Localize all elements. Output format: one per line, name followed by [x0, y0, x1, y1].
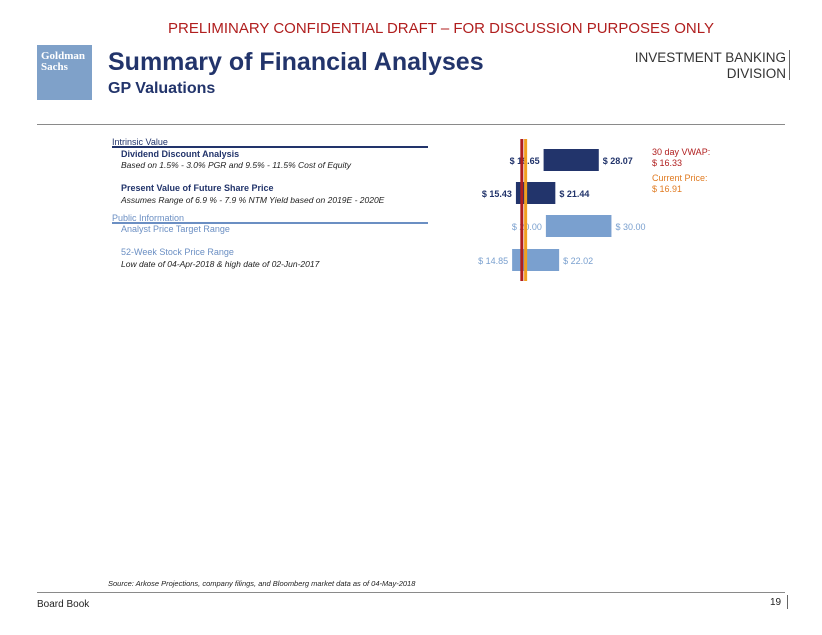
page-number-divider: [787, 595, 788, 609]
division-label: INVESTMENT BANKING DIVISION: [635, 50, 786, 82]
current-price-label: Current Price: $ 16.91: [652, 173, 708, 195]
footer-board-book: Board Book: [37, 599, 90, 610]
low-label-3: $ 14.85: [478, 256, 508, 266]
row-note-52wk: Low date of 04-Apr-2018 & high date of 0…: [121, 259, 320, 269]
high-label-1: $ 21.44: [559, 189, 589, 199]
row-title-52wk: 52-Week Stock Price Range: [121, 247, 234, 257]
section-rule-public: [112, 222, 428, 224]
football-field-chart: $ 19.65 $ 28.07$ 15.43 $ 21.44$ 20.00 $ 30.…: [478, 139, 645, 281]
current-price-label-line2: $ 16.91: [652, 184, 683, 194]
division-line2: DIVISION: [726, 66, 786, 81]
page-title: Summary of Financial Analyses: [108, 48, 484, 76]
page-number: 19: [770, 597, 782, 608]
row-title-pv: Present Value of Future Share Price: [121, 183, 274, 193]
logo-line1: Goldman: [41, 50, 86, 62]
vwap-label: 30 day VWAP: $ 16.33: [652, 147, 710, 169]
row-note-pv: Assumes Range of 6.9 % - 7.9 % NTM Yield…: [121, 195, 385, 205]
vwap-label-line2: $ 16.33: [652, 158, 683, 168]
high-label-2: $ 30.00: [615, 222, 645, 232]
draft-banner: PRELIMINARY CONFIDENTIAL DRAFT – FOR DIS…: [168, 20, 714, 37]
row-title-dda: Dividend Discount Analysis: [121, 149, 240, 159]
current-price-label-line1: Current Price:: [652, 173, 708, 183]
division-line1: INVESTMENT BANKING: [634, 50, 786, 65]
logo-line2: Sachs: [41, 61, 68, 73]
low-label-1: $ 15.43: [482, 189, 512, 199]
section-label-public: Public Information: [112, 213, 185, 223]
section-rule-intrinsic: [112, 146, 428, 148]
range-bar-2: [545, 215, 612, 237]
page-subtitle: GP Valuations: [108, 80, 216, 97]
division-divider: [789, 50, 790, 80]
footer-rule: [37, 592, 785, 593]
range-bar-3: [512, 249, 560, 271]
vwap-label-line1: 30 day VWAP:: [652, 147, 711, 157]
source-note: Source: Arkose Projections, company fili…: [108, 579, 416, 588]
header-rule: [37, 124, 785, 125]
row-note-dda: Based on 1.5% - 3.0% PGR and 9.5% - 11.5…: [121, 160, 351, 170]
high-label-3: $ 22.02: [563, 256, 593, 266]
section-label-intrinsic: Intrinsic Value: [112, 137, 168, 147]
row-title-analyst: Analyst Price Target Range: [121, 224, 230, 234]
range-bar-0: [543, 149, 599, 171]
high-label-0: $ 28.07: [603, 156, 633, 166]
goldman-sachs-logo: Goldman Sachs: [37, 45, 92, 100]
